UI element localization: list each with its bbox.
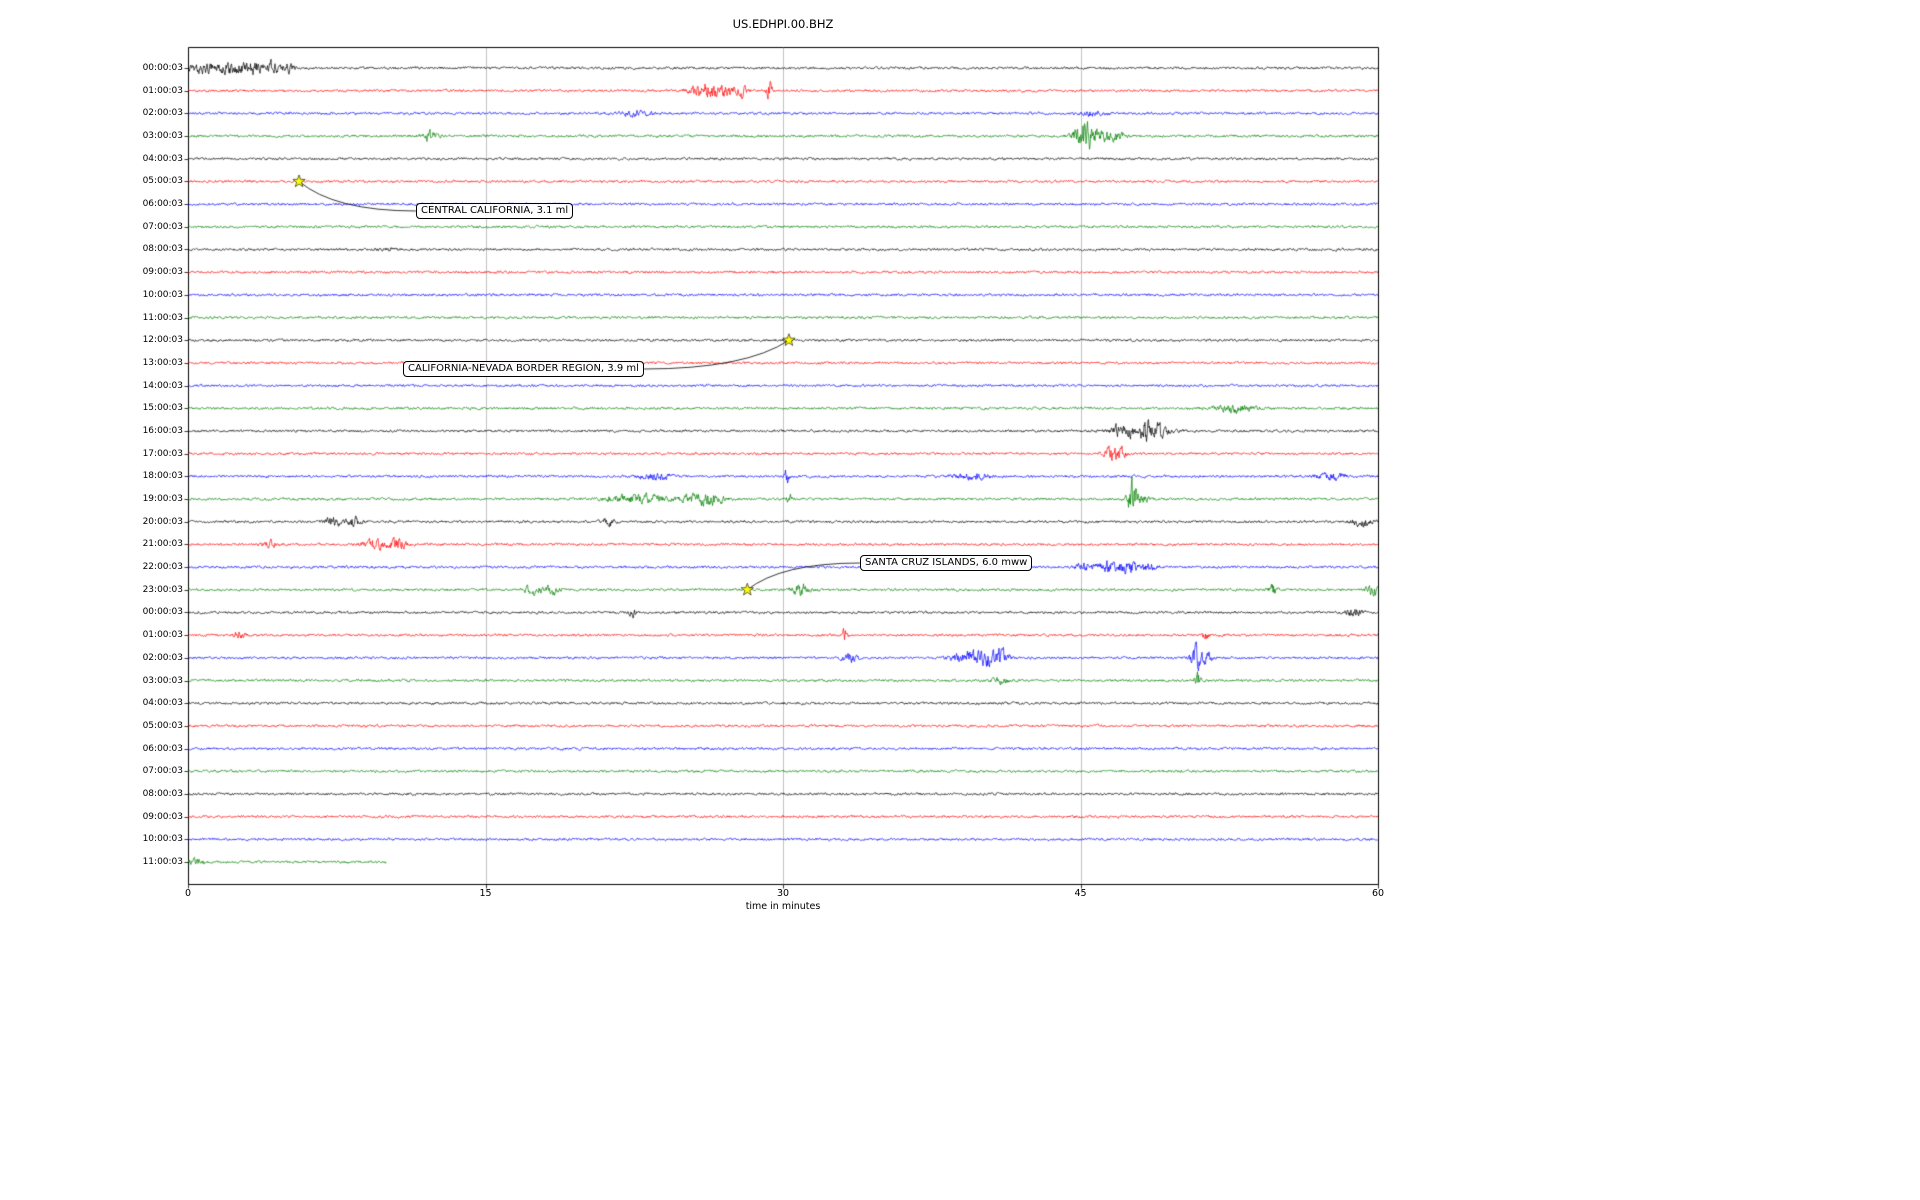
event-annotation: CENTRAL CALIFORNIA, 3.1 ml bbox=[416, 203, 574, 219]
x-axis-label: time in minutes bbox=[745, 901, 821, 912]
event-annotation: SANTA CRUZ ISLANDS, 6.0 mww bbox=[860, 555, 1033, 571]
row-time-label: 17:00:03 bbox=[142, 448, 183, 459]
row-time-label: 07:00:03 bbox=[142, 221, 183, 232]
row-time-label: 13:00:03 bbox=[142, 357, 183, 368]
x-tick-label: 30 bbox=[776, 888, 790, 899]
row-time-label: 05:00:03 bbox=[142, 176, 183, 187]
row-time-label: 06:00:03 bbox=[142, 743, 183, 754]
row-time-label: 12:00:03 bbox=[142, 335, 183, 346]
row-time-label: 01:00:03 bbox=[142, 630, 183, 641]
row-time-label: 04:00:03 bbox=[142, 698, 183, 709]
row-time-label: 08:00:03 bbox=[142, 788, 183, 799]
row-time-label: 11:00:03 bbox=[142, 857, 183, 867]
row-time-label: 10:00:03 bbox=[142, 834, 183, 845]
chart-title: US.EDHPI.00.BHZ bbox=[732, 17, 834, 31]
row-time-label: 14:00:03 bbox=[142, 380, 183, 391]
row-time-label: 00:00:03 bbox=[142, 63, 183, 73]
row-time-label: 23:00:03 bbox=[142, 584, 183, 595]
row-time-label: 11:00:03 bbox=[142, 312, 183, 323]
event-annotation: CALIFORNIA-NEVADA BORDER REGION, 3.9 ml bbox=[403, 361, 644, 377]
row-time-label: 05:00:03 bbox=[142, 720, 183, 731]
row-time-label: 07:00:03 bbox=[142, 766, 183, 777]
row-time-label: 21:00:03 bbox=[142, 539, 183, 550]
row-time-label: 15:00:03 bbox=[142, 403, 183, 414]
row-time-label: 20:00:03 bbox=[142, 516, 183, 527]
row-time-label: 02:00:03 bbox=[142, 108, 183, 119]
x-tick-label: 15 bbox=[479, 888, 492, 899]
row-time-label: 04:00:03 bbox=[142, 153, 183, 164]
row-time-label: 00:00:03 bbox=[142, 607, 183, 618]
x-tick-label: 45 bbox=[1074, 888, 1087, 899]
row-time-label: 03:00:03 bbox=[142, 675, 183, 686]
row-time-label: 22:00:03 bbox=[142, 562, 183, 573]
row-time-label: 18:00:03 bbox=[142, 471, 183, 482]
row-time-label: 09:00:03 bbox=[142, 811, 183, 822]
row-time-label: 16:00:03 bbox=[142, 425, 183, 436]
x-tick-label: 0 bbox=[184, 888, 192, 899]
row-time-label: 09:00:03 bbox=[142, 267, 183, 278]
row-time-label: 08:00:03 bbox=[142, 244, 183, 255]
row-time-label: 10:00:03 bbox=[142, 289, 183, 300]
row-time-label: 02:00:03 bbox=[142, 652, 183, 663]
x-tick-label: 60 bbox=[1371, 888, 1385, 899]
row-time-label: 01:00:03 bbox=[142, 85, 183, 96]
row-time-label: 03:00:03 bbox=[142, 131, 183, 142]
row-time-label: 19:00:03 bbox=[142, 494, 183, 505]
row-time-label: 06:00:03 bbox=[142, 199, 183, 210]
